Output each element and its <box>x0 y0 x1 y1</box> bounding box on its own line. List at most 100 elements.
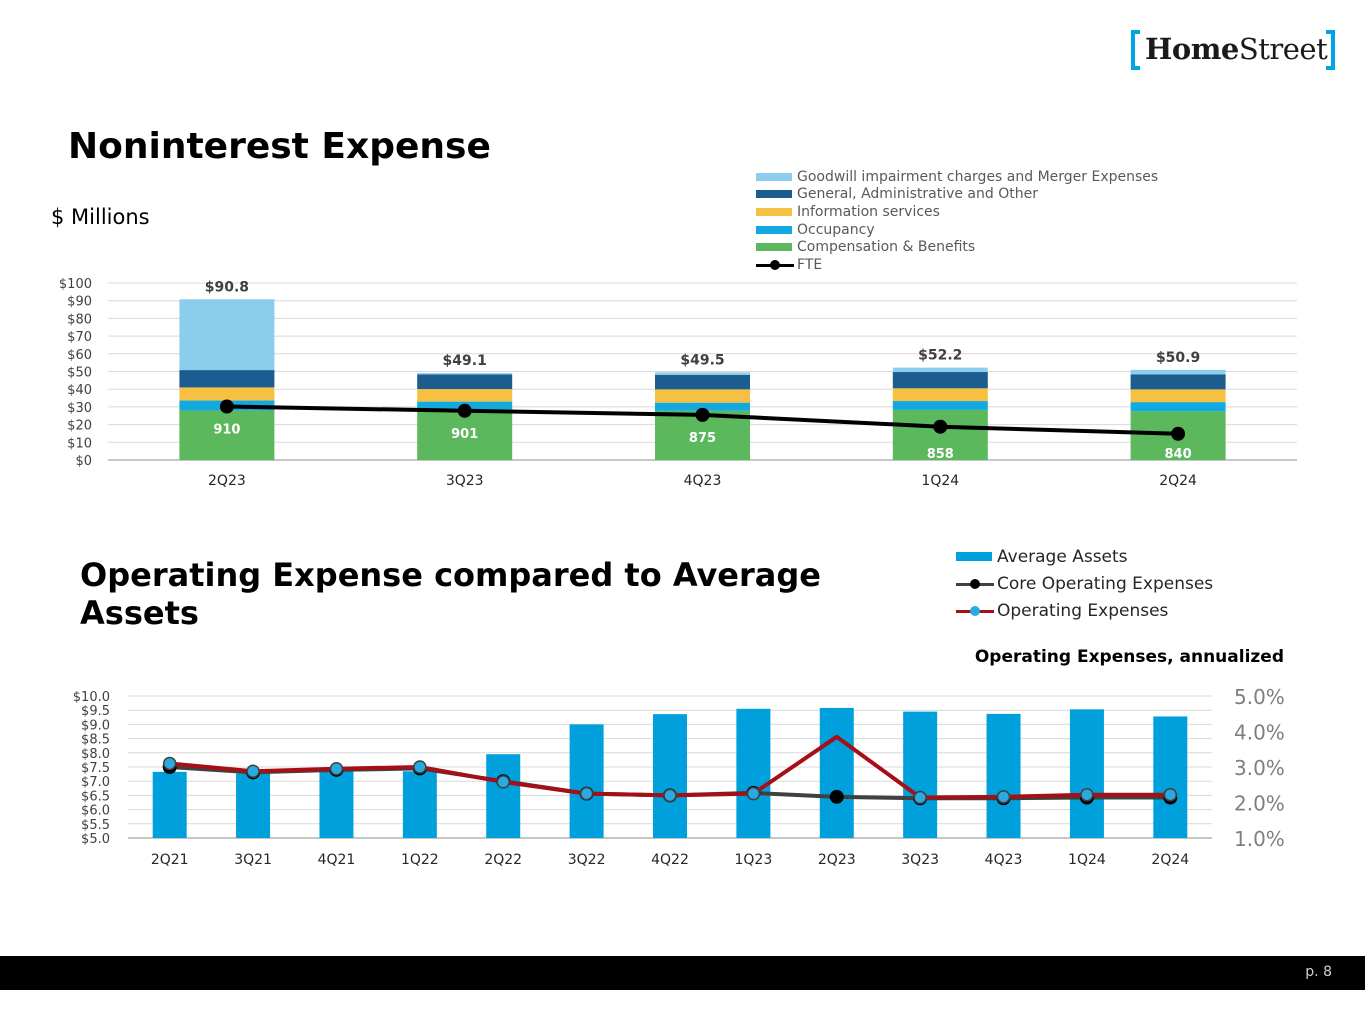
page-title: Noninterest Expense <box>68 126 491 167</box>
legend-label: Compensation & Benefits <box>797 239 976 256</box>
logo-bracket-right <box>1326 30 1335 70</box>
y-left-tick-label: $8.0 <box>81 747 110 762</box>
bar-segment <box>655 389 750 403</box>
bar-total-label: $49.1 <box>443 353 487 369</box>
average-assets-bar <box>819 707 854 838</box>
y-left-tick-label: $6.0 <box>81 804 110 819</box>
legend-label: FTE <box>797 256 823 273</box>
y-right-tick-label: 1.0% <box>1234 827 1285 851</box>
bar-segment <box>655 374 750 390</box>
legend-label: Goodwill impairment charges and Merger E… <box>797 168 1159 185</box>
y-left-tick-label: $8.5 <box>81 733 110 748</box>
legend-label: Occupancy <box>797 221 875 238</box>
x-tick-label: 2Q24 <box>1159 473 1197 489</box>
legend-label: General, Administrative and Other <box>797 186 1038 203</box>
bar-segment <box>892 401 988 410</box>
x-tick-label: 2Q23 <box>818 852 856 868</box>
x-tick-label: 4Q23 <box>684 473 722 489</box>
y-tick-label: $40 <box>67 383 92 398</box>
y-tick-label: $80 <box>67 312 92 327</box>
y-right-tick-label: 2.0% <box>1234 792 1285 816</box>
opex-marker <box>746 786 761 801</box>
fte-label: 858 <box>927 447 954 462</box>
average-assets-bar <box>569 724 604 838</box>
average-assets-bar <box>736 708 771 838</box>
average-assets-bar <box>486 754 521 838</box>
assets-legend: Average Assets Core Operating Expenses O… <box>956 543 1213 624</box>
bar-total-label: $49.5 <box>680 352 724 368</box>
legend-label: Operating Expenses <box>997 600 1169 621</box>
x-tick-label: 4Q21 <box>318 852 356 868</box>
x-tick-label: 3Q22 <box>568 852 606 868</box>
y-left-tick-label: $9.0 <box>81 718 110 733</box>
y-tick-label: $70 <box>67 330 92 345</box>
opex-marker <box>996 790 1011 804</box>
bar-segment <box>892 388 988 402</box>
bar-segment <box>179 410 275 460</box>
y-tick-label: $50 <box>67 366 92 381</box>
chart-subtitle: Operating Expenses, annualized <box>974 647 1284 667</box>
y-tick-label: $60 <box>67 348 92 363</box>
legend-swatch <box>956 552 992 561</box>
opex-marker <box>246 764 260 779</box>
average-assets-bar <box>903 711 938 838</box>
fte-label: 910 <box>213 423 240 438</box>
x-tick-label: 4Q23 <box>985 852 1023 868</box>
y-left-tick-label: $7.5 <box>81 761 110 776</box>
homestreet-logo: HomeStreet <box>1131 30 1335 74</box>
bar-segment <box>892 367 988 373</box>
x-tick-label: 4Q22 <box>651 852 689 868</box>
x-tick-label: 2Q24 <box>1151 852 1189 868</box>
bar-segment <box>179 299 275 371</box>
y-tick-label: $0 <box>75 454 92 469</box>
fte-label: 901 <box>451 427 478 442</box>
average-assets-bar <box>1153 716 1188 838</box>
opex-marker <box>413 760 427 774</box>
legend-item-compensation: Compensation & Benefits <box>756 238 1158 256</box>
fte-marker <box>219 399 234 414</box>
legend-item-goodwill: Goodwill impairment charges and Merger E… <box>756 168 1158 186</box>
section-title: Operating Expense compared to Average As… <box>80 556 821 632</box>
legend-swatch <box>756 190 792 199</box>
legend-item-fte: FTE <box>756 256 1158 274</box>
y-left-tick-label: $7.0 <box>81 775 110 790</box>
y-left-tick-label: $6.5 <box>81 789 110 804</box>
legend-swatch <box>756 225 792 234</box>
logo-bracket-left <box>1131 30 1140 70</box>
x-tick-label: 2Q23 <box>208 473 246 489</box>
y-tick-label: $20 <box>67 419 92 434</box>
bar-segment <box>1130 374 1226 390</box>
bar-segment <box>892 372 988 389</box>
opex-marker <box>496 775 510 789</box>
bar-total-label: $90.8 <box>205 279 249 295</box>
legend-item-occupancy: Occupancy <box>756 221 1158 239</box>
legend-item-average-assets: Average Assets <box>956 543 1213 570</box>
x-tick-label: 1Q22 <box>401 852 439 868</box>
y-right-tick-label: 4.0% <box>1234 721 1285 745</box>
y-left-tick-label: $5.0 <box>81 832 110 847</box>
opex-marker <box>1080 787 1094 802</box>
bar-segment <box>1130 402 1226 412</box>
y-right-tick-label: 3.0% <box>1234 756 1285 780</box>
fte-marker <box>457 403 472 418</box>
bar-total-label: $50.9 <box>1156 350 1200 366</box>
legend-line-key <box>756 259 794 271</box>
y-tick-label: $30 <box>67 401 92 416</box>
legend-item-information: Information services <box>756 203 1158 221</box>
y-tick-label: $10 <box>67 436 92 451</box>
logo-text: HomeStreet <box>1145 32 1328 66</box>
average-assets-bar <box>1069 709 1104 838</box>
legend-swatch <box>756 172 792 181</box>
bar-segment <box>655 372 750 375</box>
legend-label: Average Assets <box>997 546 1128 567</box>
legend-item-general: General, Administrative and Other <box>756 186 1158 204</box>
y-left-tick-label: $9.5 <box>81 704 110 719</box>
bar-segment <box>1130 389 1226 403</box>
opex-marker <box>913 790 927 805</box>
bar-total-label: $52.2 <box>918 348 962 364</box>
fte-label: 875 <box>689 431 716 446</box>
legend-label: Core Operating Expenses <box>997 573 1214 594</box>
x-tick-label: 2Q21 <box>151 852 189 868</box>
